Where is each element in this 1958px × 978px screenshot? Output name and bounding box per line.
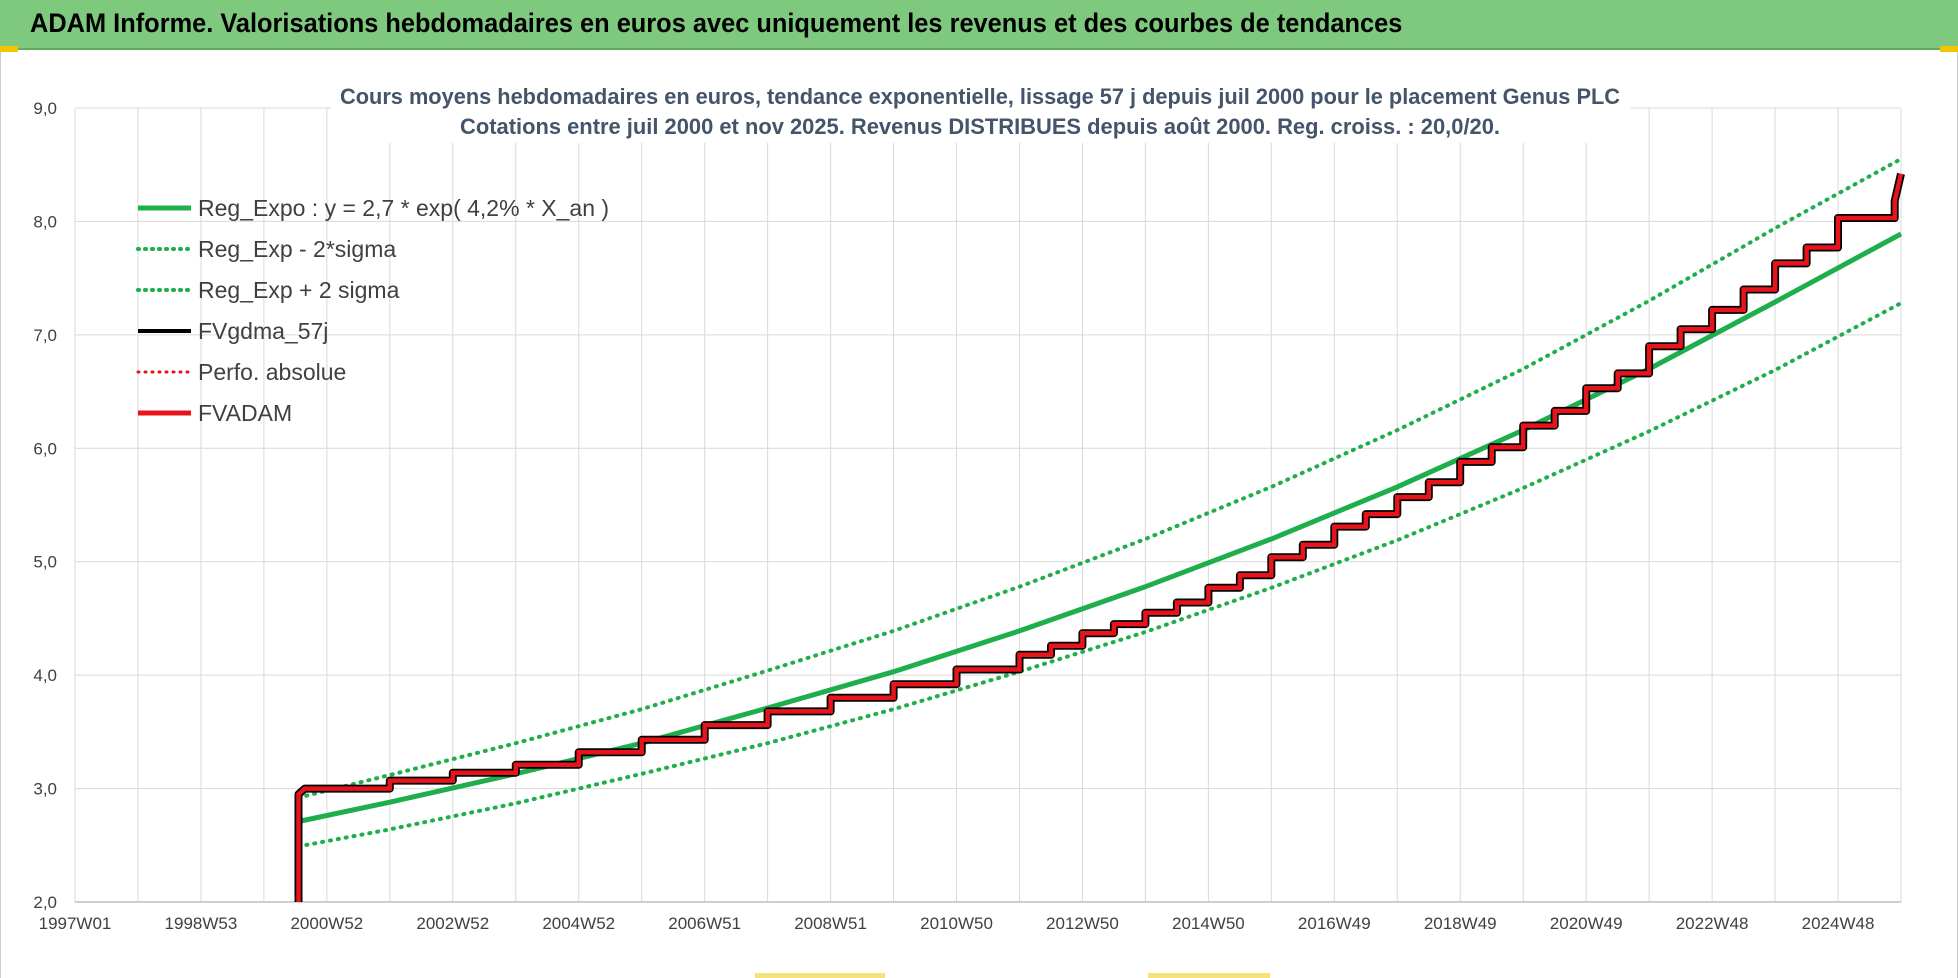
x-tick-label: 2020W49 <box>1550 914 1623 933</box>
x-tick-label: 1998W53 <box>165 914 238 933</box>
corner-marker-right <box>1940 46 1958 52</box>
x-tick-label: 2024W48 <box>1802 914 1875 933</box>
title-background <box>331 79 1631 143</box>
series-fvgdma-57j <box>294 172 1905 902</box>
x-tick-label: 2002W52 <box>416 914 489 933</box>
series-reg-exp-minus-2sigma <box>296 301 1903 849</box>
y-tick-label: 9,0 <box>33 99 57 118</box>
corner-marker-left <box>0 46 18 52</box>
series-reg-exp-plus-2sigma <box>296 157 1903 800</box>
x-tick-label: 2018W49 <box>1424 914 1497 933</box>
x-tick-label: 2008W51 <box>794 914 867 933</box>
y-tick-label: 7,0 <box>33 326 57 345</box>
report-banner: ADAM Informe. Valorisations hebdomadaire… <box>0 0 1958 50</box>
y-tick-label: 5,0 <box>33 553 57 572</box>
series-fvadam <box>296 173 1904 902</box>
report-title: ADAM Informe. Valorisations hebdomadaire… <box>30 8 1403 38</box>
bottom-marker-left <box>755 973 885 978</box>
chart-title: Cours moyens hebdomadaires en euros, ten… <box>340 84 1620 109</box>
legend-label: Reg_Expo : y = 2,7 * exp( 4,2% * X_an ) <box>198 195 609 221</box>
legend-label: FVADAM <box>198 400 292 426</box>
x-tick-label: 2000W52 <box>290 914 363 933</box>
x-tick-label: 2010W50 <box>920 914 993 933</box>
legend-label: Reg_Exp + 2 sigma <box>198 277 400 303</box>
x-tick-label: 1997W01 <box>39 914 112 933</box>
x-tick-label: 2006W51 <box>668 914 741 933</box>
y-tick-label: 6,0 <box>33 439 57 458</box>
chart-area: 2,0 3,0 4,0 5,0 6,0 7,0 8,0 9,0 1997W01 1998W53 20… <box>0 52 1958 978</box>
trend-chart: 2,0 3,0 4,0 5,0 6,0 7,0 8,0 9,0 1997W01 1998W53 20… <box>33 79 1905 933</box>
x-tick-label: 2004W52 <box>542 914 615 933</box>
x-tick-label: 2014W50 <box>1172 914 1245 933</box>
x-tick-label: 2012W50 <box>1046 914 1119 933</box>
y-tick-label: 8,0 <box>33 212 57 231</box>
legend-label: Perfo. absolue <box>198 359 346 385</box>
legend-label: Reg_Exp - 2*sigma <box>198 236 396 262</box>
chart-subtitle: Cotations entre juil 2000 et nov 2025. R… <box>460 114 1500 139</box>
y-tick-label: 2,0 <box>33 893 57 912</box>
legend-label: FVgdma_57j <box>198 318 328 344</box>
series-reg-expo <box>297 231 1903 824</box>
x-tick-label: 2022W48 <box>1676 914 1749 933</box>
y-tick-label: 4,0 <box>33 666 57 685</box>
bottom-marker-right <box>1148 973 1270 978</box>
x-tick-label: 2016W49 <box>1298 914 1371 933</box>
y-tick-label: 3,0 <box>33 780 57 799</box>
